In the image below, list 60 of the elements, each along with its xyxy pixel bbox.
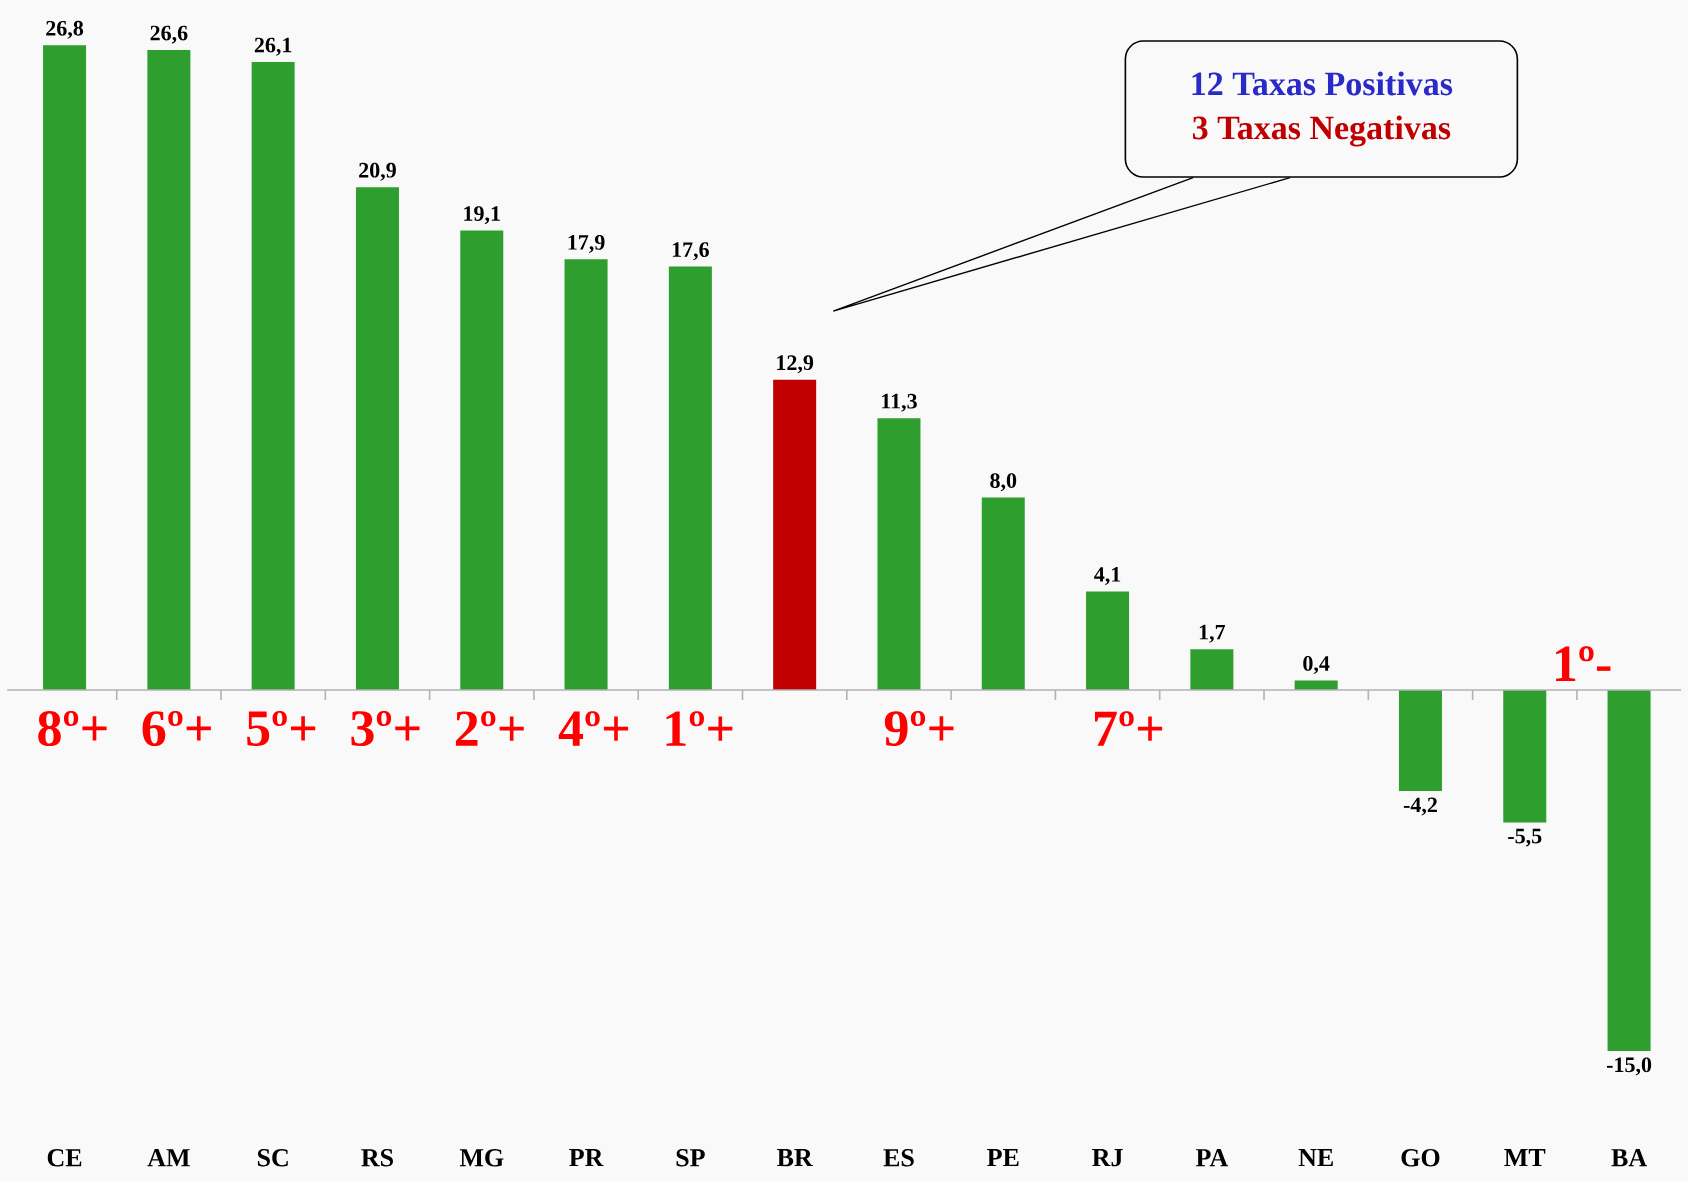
data-label: 0,4: [1303, 656, 1330, 675]
data-label: 17,6: [672, 242, 709, 261]
x-tick-label: ES: [883, 1149, 914, 1167]
x-tick-label: SP: [676, 1149, 705, 1167]
x-tick-label: MT: [1504, 1149, 1546, 1167]
annotation: 1º+: [666, 711, 733, 746]
data-label: 26,6: [150, 25, 188, 44]
data-label: 19,1: [464, 206, 500, 225]
annotation: 1º-: [1556, 646, 1611, 681]
annotation: 3º+: [351, 711, 420, 747]
x-tick-label: SC: [257, 1149, 288, 1167]
bar: [1294, 680, 1338, 691]
bar: [1190, 649, 1234, 691]
x-tick-label: BR: [777, 1149, 813, 1167]
data-label: -5,5: [1508, 828, 1542, 847]
bar: [1607, 690, 1651, 1051]
bar: [1086, 591, 1130, 691]
annotation: 9º+: [884, 711, 954, 747]
annotation: 12 Taxas Positivas: [1192, 71, 1453, 96]
bar: [564, 259, 608, 691]
data-label: 11,3: [882, 393, 917, 412]
bar: [773, 379, 817, 691]
data-label: 4,1: [1094, 567, 1121, 586]
x-tick-label: GO: [1401, 1149, 1440, 1167]
annotation: 2º+: [455, 711, 524, 746]
data-label: -4,2: [1403, 797, 1437, 816]
data-label: -15,0: [1606, 1057, 1652, 1076]
data-label: 26,1: [254, 37, 292, 56]
bar: [877, 418, 921, 691]
data-label: 20,9: [359, 162, 396, 181]
bar: [355, 187, 399, 691]
x-tick-label: PA: [1195, 1149, 1229, 1167]
x-tick-label: PE: [987, 1149, 1019, 1167]
annotation: 6º+: [142, 711, 211, 747]
annotation: 3 Taxas Negativas: [1192, 115, 1451, 147]
x-tick-label: RS: [361, 1149, 393, 1167]
data-label: 26,8: [46, 20, 84, 39]
x-tick-label: CE: [47, 1149, 82, 1167]
bar: [460, 230, 504, 691]
bar: [1398, 690, 1442, 792]
annotation: 8º+: [38, 711, 107, 747]
annotation: 4º+: [558, 711, 629, 746]
x-tick-label: MG: [459, 1149, 504, 1167]
data-label: 1,7: [1199, 624, 1226, 643]
data-label: 8,0: [990, 473, 1017, 492]
x-tick-label: AM: [147, 1149, 190, 1167]
bar: [147, 50, 191, 691]
x-tick-label: BA: [1611, 1149, 1647, 1167]
bar: [1503, 690, 1547, 823]
data-label: 12,9: [777, 355, 814, 374]
annotation: 7º+: [1095, 711, 1163, 746]
bar: [251, 62, 295, 691]
x-tick-label: NE: [1298, 1149, 1333, 1167]
bar: [668, 266, 712, 691]
x-tick-label: PR: [569, 1149, 604, 1167]
data-label: 17,9: [568, 235, 605, 253]
bar: [43, 45, 87, 691]
annotation: 5º+: [247, 711, 316, 747]
bar: [981, 497, 1025, 691]
x-tick-label: RJ: [1092, 1149, 1123, 1167]
